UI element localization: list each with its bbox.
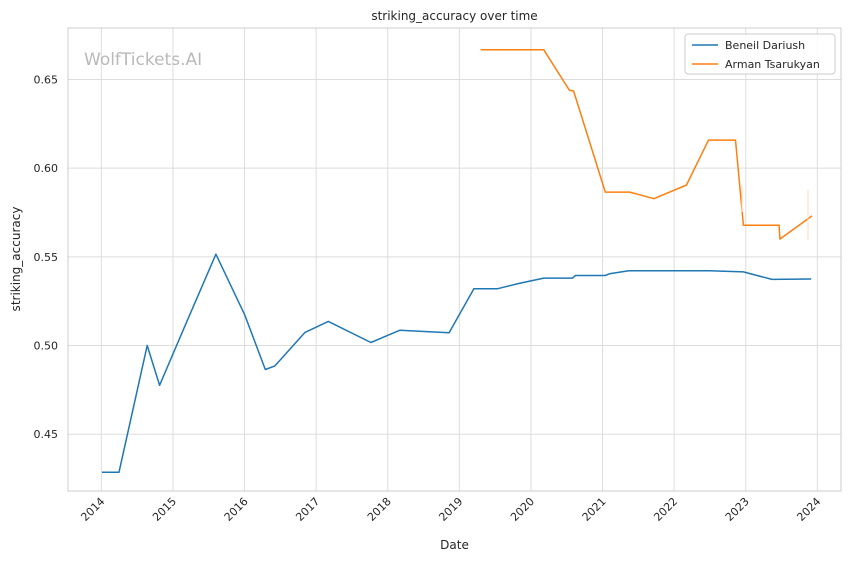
y-tick-label: 0.60 [34, 162, 59, 175]
gridlines [68, 28, 841, 491]
legend-label-beneil-dariush: Beneil Dariush [725, 39, 805, 52]
y-tick-label: 0.45 [34, 428, 59, 441]
legend: Beneil Dariush Arman Tsarukyan [684, 33, 836, 75]
y-tick-label: 0.65 [34, 73, 59, 86]
legend-label-arman-tsarukyan: Arman Tsarukyan [725, 58, 820, 71]
chart-title: striking_accuracy over time [371, 9, 537, 23]
series-line-arman-tsarukyan [480, 49, 813, 240]
y-tick-labels: 0.45 0.50 0.55 0.60 0.65 [34, 73, 59, 441]
watermark: WolfTickets.AI [84, 50, 202, 70]
series-line-beneil-dariush [101, 253, 812, 473]
y-axis-label: striking_accuracy [9, 207, 23, 312]
plot-frame [67, 27, 842, 492]
y-tick-label: 0.55 [34, 251, 59, 264]
legend-box [684, 33, 836, 75]
x-axis-label: Date [440, 538, 469, 552]
series-lines [101, 49, 813, 473]
y-tick-label: 0.50 [34, 340, 59, 353]
